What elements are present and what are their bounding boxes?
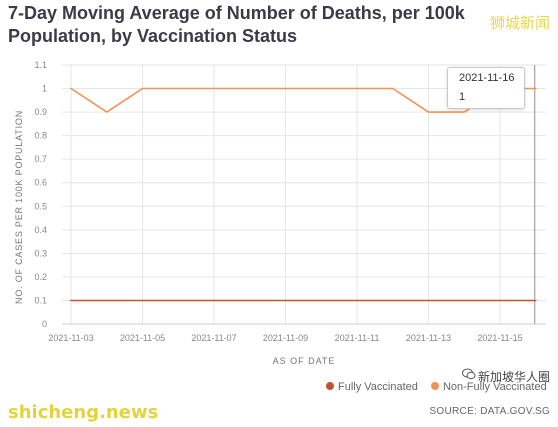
y-tick-label: 0.4 xyxy=(34,225,47,235)
legend-dot-non-fully-vaccinated xyxy=(430,382,439,391)
y-tick-label: 0.5 xyxy=(34,201,47,211)
x-tick-label: 2021-11-05 xyxy=(120,333,165,343)
wechat-icon xyxy=(462,368,476,380)
x-tick-label: 2021-11-11 xyxy=(335,333,380,343)
chart-title: 7-Day Moving Average of Number of Deaths… xyxy=(8,3,465,46)
tooltip-value: 1 xyxy=(459,91,466,103)
legend-dot-fully-vaccinated xyxy=(326,382,334,391)
watermark-bottom-left: shicheng.news xyxy=(8,402,159,423)
tooltip-date: 2021-11-16 xyxy=(459,72,515,84)
y-tick-label: 0.1 xyxy=(34,295,47,305)
legend-label-fully-vaccinated: Fully Vaccinated xyxy=(338,381,418,393)
watermark-bottom-right: 新加坡华人圈 xyxy=(478,370,551,384)
y-tick-label: 0.9 xyxy=(34,107,47,117)
legend-label-non-fully-vaccinated: Non-Fully Vaccinated xyxy=(442,381,547,393)
x-tick-label: 2021-11-13 xyxy=(406,333,451,343)
hover-tooltip: 2021-11-16 1 xyxy=(447,67,525,109)
x-tick-label: 2021-11-07 xyxy=(191,333,236,343)
chart-legend: Fully Vaccinated Non-Fully Vaccinated xyxy=(326,381,557,393)
y-tick-label: 1.1 xyxy=(34,60,47,70)
y-tick-label: 0.7 xyxy=(34,154,47,164)
y-tick-label: 0.3 xyxy=(34,248,47,258)
y-tick-label: 0.8 xyxy=(34,131,47,141)
series-line-non-fully-vaccinated xyxy=(70,87,537,113)
y-axis-label: NO. OF CASES PER 100K POPULATION xyxy=(14,110,24,304)
legend-item-non-fully-vaccinated[interactable]: Non-Fully Vaccinated xyxy=(430,381,547,393)
y-tick-label: 1 xyxy=(42,84,47,94)
source-note: SOURCE: DATA.GOV.SG xyxy=(429,406,550,417)
watermark-top-right: 狮城新闻 xyxy=(489,14,550,32)
x-tick-label: 2021-11-15 xyxy=(477,333,522,343)
y-tick-labels: 0 0.1 0.2 0.3 0.4 0.5 0.6 0.7 0.8 0.9 1 1.1 xyxy=(34,60,47,329)
legend-item-fully-vaccinated[interactable]: Fully Vaccinated xyxy=(326,381,418,393)
x-axis-label: AS OF DATE xyxy=(273,356,336,366)
x-tick-labels: 2021-11-03 2021-11-05 2021-11-07 2021-11-09… xyxy=(48,333,522,343)
y-tick-label: 0.6 xyxy=(34,178,47,188)
x-tick-label: 2021-11-09 xyxy=(263,333,308,343)
y-tick-label: 0.2 xyxy=(34,272,47,282)
series-lines xyxy=(70,87,537,302)
y-tick-label: 0 xyxy=(42,319,47,329)
x-tick-label: 2021-11-03 xyxy=(48,333,93,343)
